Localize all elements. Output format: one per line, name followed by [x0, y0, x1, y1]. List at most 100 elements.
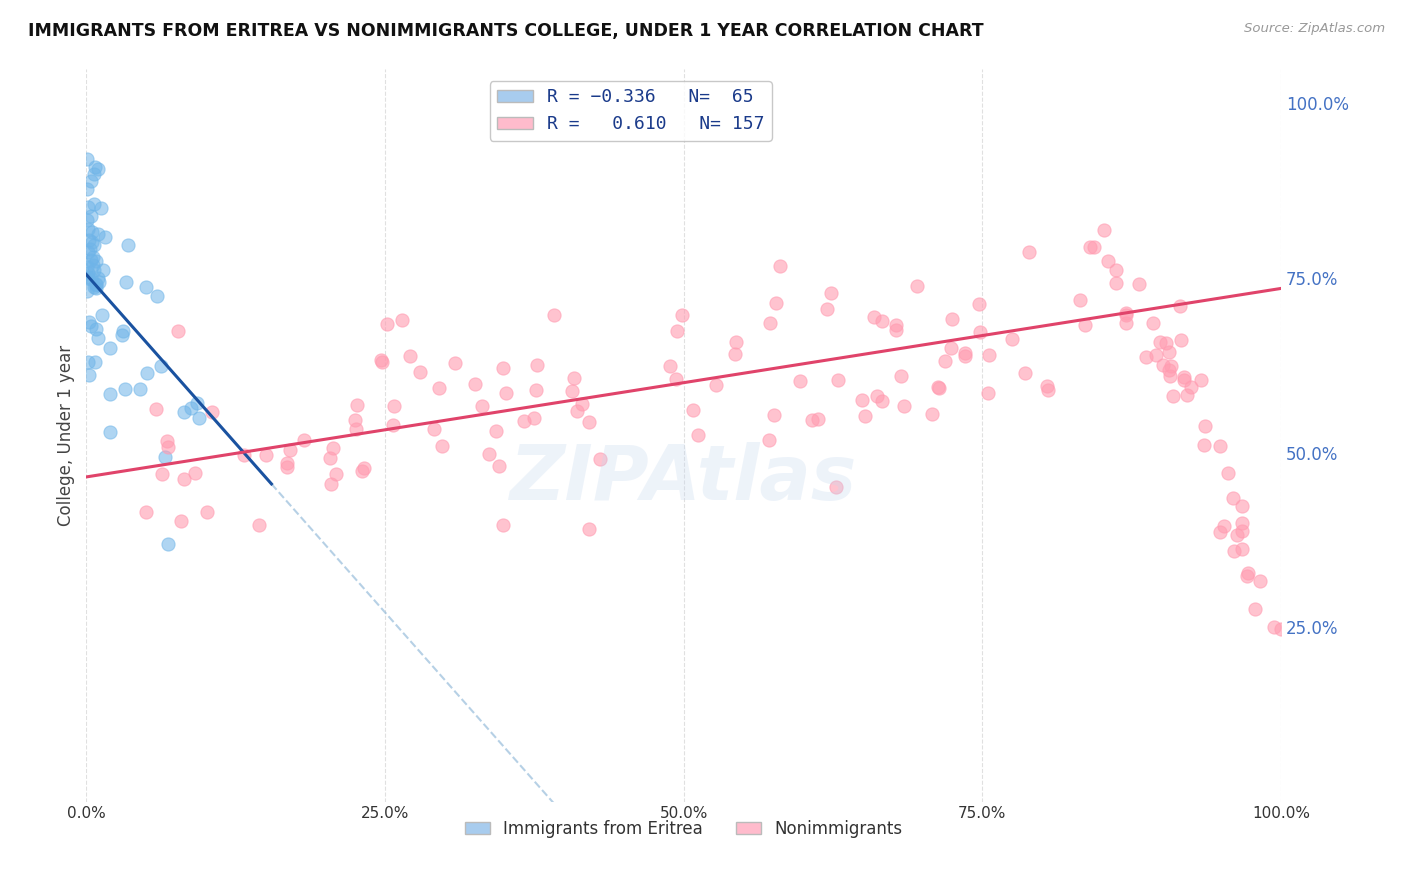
- Point: [762, 409, 785, 423]
- Point: [111, 327, 134, 342]
- Point: [423, 422, 446, 436]
- Point: [671, 308, 693, 322]
- Text: IMMIGRANTS FROM ERITREA VS NONIMMIGRANTS COLLEGE, UNDER 1 YEAR CORRELATION CHART: IMMIGRANTS FROM ERITREA VS NONIMMIGRANTS…: [28, 22, 984, 40]
- Point: [409, 365, 432, 379]
- Point: [173, 472, 195, 486]
- Point: [1180, 380, 1202, 394]
- Point: [83, 263, 105, 277]
- Point: [905, 279, 928, 293]
- Point: [800, 413, 823, 427]
- Point: [82, 225, 104, 239]
- Point: [1097, 253, 1119, 268]
- Point: [94, 229, 117, 244]
- Point: [1236, 566, 1258, 580]
- Point: [170, 514, 193, 528]
- Point: [1232, 499, 1254, 513]
- Point: [135, 366, 157, 380]
- Point: [83, 280, 105, 294]
- Point: [344, 422, 367, 436]
- Point: [884, 323, 907, 337]
- Point: [870, 393, 893, 408]
- Point: [1170, 333, 1192, 347]
- Point: [80, 252, 103, 267]
- Point: [1144, 348, 1167, 362]
- Point: [76, 182, 98, 196]
- Point: [319, 477, 342, 491]
- Point: [76, 270, 98, 285]
- Point: [149, 359, 172, 374]
- Point: [1078, 239, 1101, 253]
- Point: [969, 325, 991, 339]
- Point: [117, 237, 139, 252]
- Point: [1135, 350, 1157, 364]
- Point: [135, 505, 157, 519]
- Point: [1173, 370, 1195, 384]
- Point: [1092, 223, 1115, 237]
- Point: [853, 409, 876, 423]
- Point: [870, 313, 893, 327]
- Point: [523, 411, 546, 425]
- Text: ZIPAtlas: ZIPAtlas: [510, 442, 858, 516]
- Point: [87, 331, 110, 345]
- Point: [184, 466, 207, 480]
- Point: [91, 308, 114, 322]
- Point: [815, 301, 838, 316]
- Point: [688, 427, 710, 442]
- Point: [1018, 245, 1040, 260]
- Point: [129, 382, 152, 396]
- Point: [83, 238, 105, 252]
- Point: [863, 310, 886, 325]
- Point: [84, 160, 107, 174]
- Point: [76, 200, 98, 214]
- Point: [382, 418, 405, 433]
- Point: [953, 346, 976, 360]
- Point: [934, 354, 956, 368]
- Point: [187, 410, 209, 425]
- Point: [180, 401, 202, 415]
- Point: [76, 153, 98, 167]
- Point: [115, 275, 138, 289]
- Point: [1232, 524, 1254, 538]
- Point: [1105, 276, 1128, 290]
- Point: [350, 464, 373, 478]
- Point: [173, 404, 195, 418]
- Point: [928, 381, 950, 395]
- Point: [1115, 316, 1137, 330]
- Point: [513, 414, 536, 428]
- Point: [186, 395, 208, 409]
- Point: [1175, 388, 1198, 402]
- Point: [98, 386, 121, 401]
- Point: [1216, 466, 1239, 480]
- Point: [1115, 306, 1137, 320]
- Point: [114, 382, 136, 396]
- Point: [76, 244, 98, 259]
- Point: [77, 271, 100, 285]
- Point: [84, 354, 107, 368]
- Point: [84, 281, 107, 295]
- Point: [1270, 622, 1292, 636]
- Point: [80, 174, 103, 188]
- Point: [150, 467, 173, 482]
- Point: [492, 360, 515, 375]
- Point: [278, 443, 301, 458]
- Point: [344, 413, 367, 427]
- Point: [153, 450, 176, 464]
- Point: [884, 318, 907, 332]
- Point: [1001, 333, 1024, 347]
- Point: [76, 260, 98, 275]
- Point: [488, 458, 510, 473]
- Point: [84, 278, 107, 293]
- Point: [1168, 299, 1191, 313]
- Point: [1152, 358, 1174, 372]
- Point: [1074, 318, 1097, 332]
- Point: [478, 447, 501, 461]
- Point: [80, 319, 103, 334]
- Point: [322, 441, 344, 455]
- Point: [254, 449, 277, 463]
- Point: [1194, 419, 1216, 434]
- Legend: Immigrants from Eritrea, Nonimmigrants: Immigrants from Eritrea, Nonimmigrants: [458, 814, 910, 845]
- Point: [1157, 345, 1180, 359]
- Point: [276, 460, 298, 475]
- Point: [561, 384, 583, 398]
- Point: [1213, 519, 1236, 533]
